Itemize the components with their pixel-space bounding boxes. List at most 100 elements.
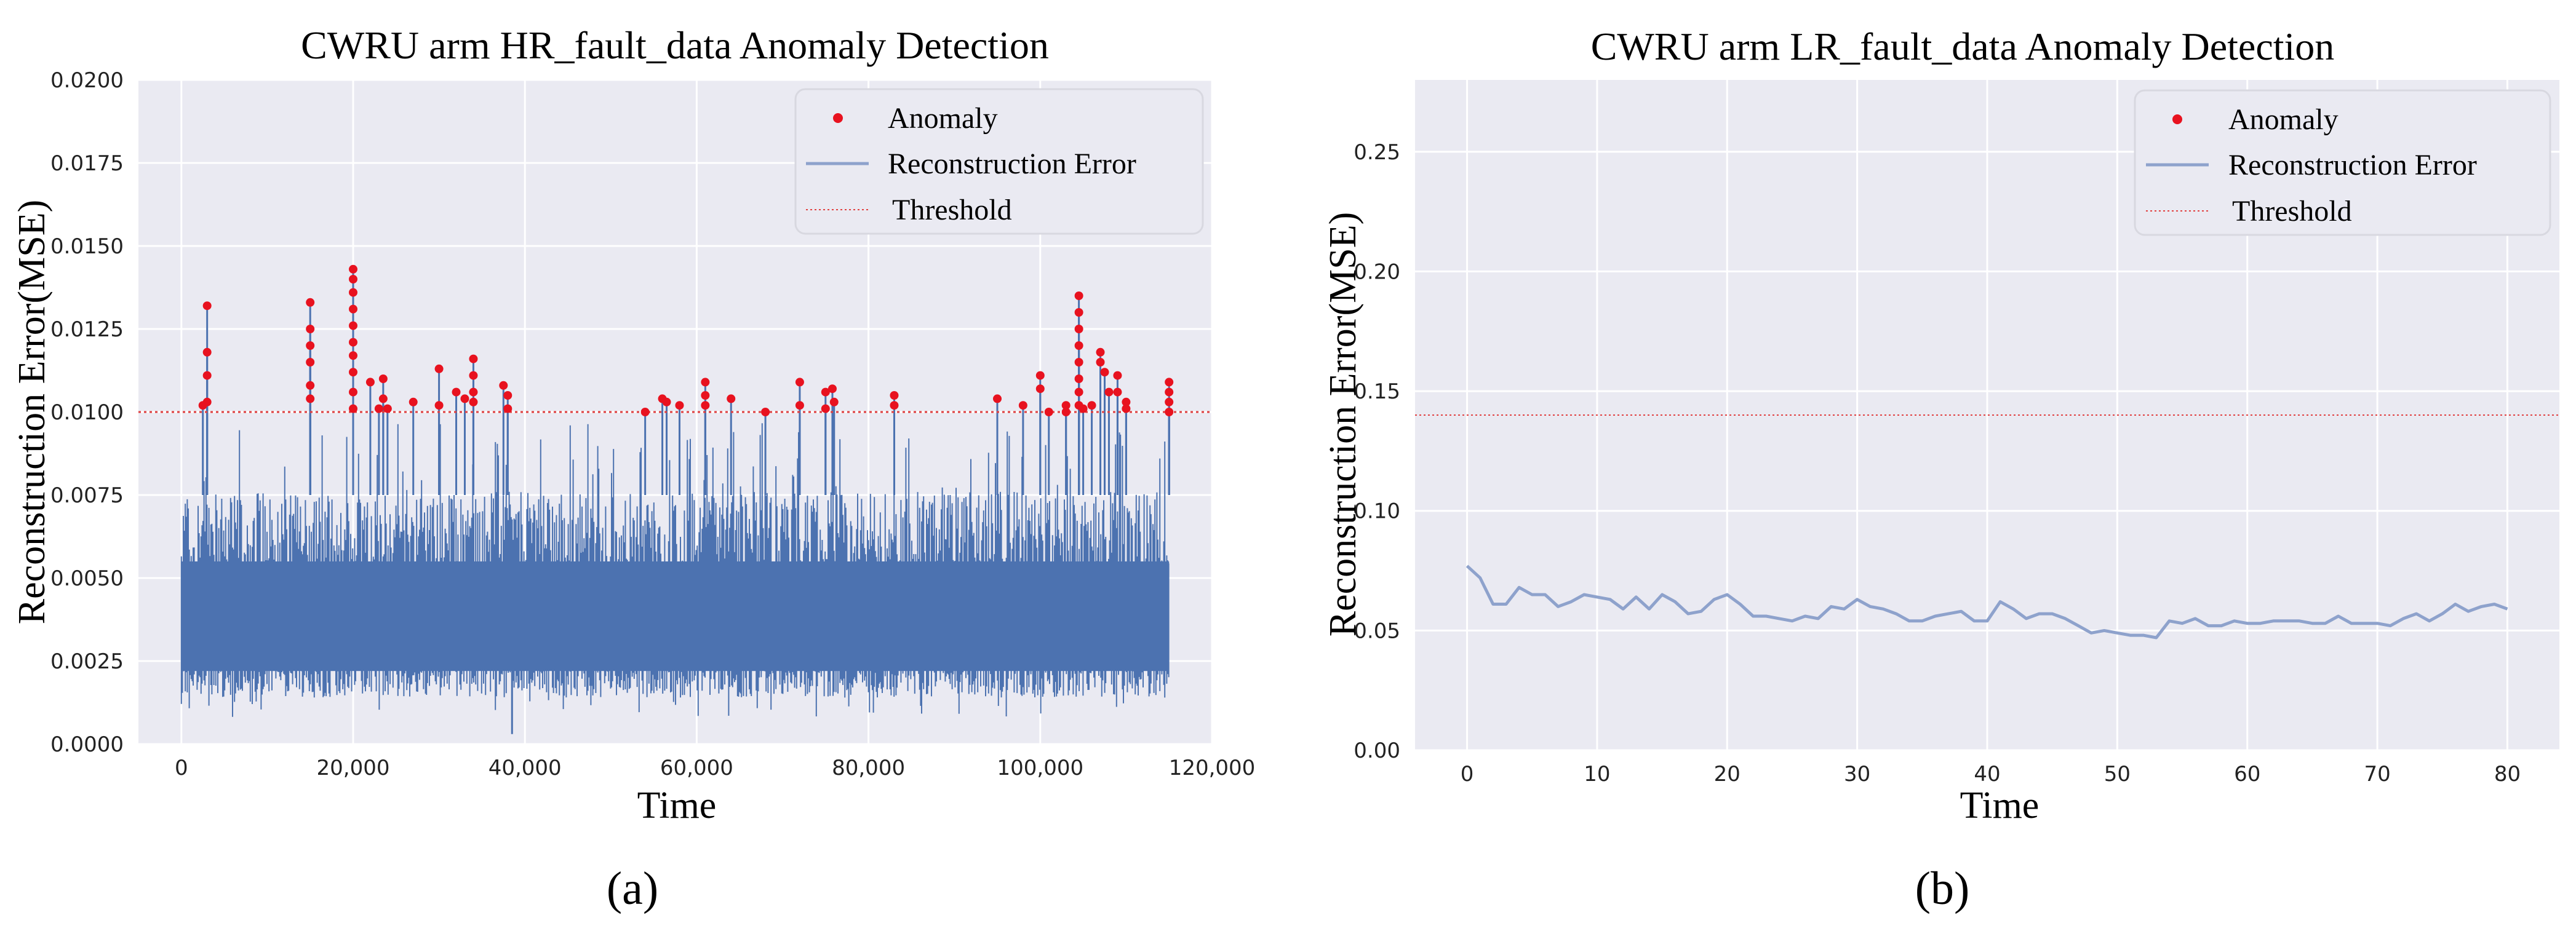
anomaly-point [499,381,508,390]
anomaly-point [1074,341,1083,350]
anomaly-point [469,371,478,380]
anomaly-point [829,397,839,406]
x-tick-label: 60,000 [660,756,733,780]
error-spikes [180,423,1170,717]
chart-a: 0.0000 0.0025 0.0050 0.0075 0.0100 0.0125 0.01… [11,23,1255,914]
anomaly-point [1074,387,1083,397]
anomaly-point [365,378,375,387]
anomaly-point [1113,387,1122,397]
anomaly-point [349,321,357,330]
anomaly-point [1079,404,1088,413]
anomaly-point [1087,401,1096,410]
x-axis-label-a: Time [637,785,717,826]
anomaly-point [1074,374,1083,383]
anomaly-point [452,387,461,397]
anomaly-point [701,391,710,400]
anomaly-point [821,387,830,397]
legend-anomaly-marker-b [2172,114,2182,124]
x-tick-label: 40,000 [488,756,562,780]
legend-error-label-a: Reconstruction Error [888,148,1136,180]
y-axis-label-a: Reconstruction Error(MSE) [11,200,53,624]
x-tick-label: 20,000 [317,756,390,780]
anomaly-point [890,401,899,410]
y-tick-label: 0.0000 [50,732,124,757]
anomaly-point [202,301,212,311]
y-tick-label: 0.0175 [50,151,124,176]
anomaly-point [349,404,357,413]
x-tick-label: 0 [1461,762,1474,786]
anomaly-point [1122,397,1131,406]
x-axis-label-b: Time [1960,785,2040,826]
panel-label-a: (a) [607,863,658,914]
y-tick-label: 0.0050 [50,566,124,591]
x-tick-label: 0 [175,756,188,780]
anomaly-point [503,391,512,400]
anomaly-point [378,374,388,383]
anomaly-point [198,401,207,410]
anomaly-point [349,351,357,360]
legend-anomaly-label-b: Anomaly [2228,103,2339,136]
y-tick-label: 0.15 [1354,379,1400,404]
chart-title-a: CWRU arm HR_fault_data Anomaly Detection [301,23,1049,67]
x-tick-labels-a: 0 20,000 40,000 60,000 80,000 100,000 120,000 [175,756,1255,780]
y-tick-label: 0.25 [1354,140,1400,165]
y-tick-label: 0.00 [1354,739,1400,763]
anomaly-point [469,397,478,406]
anomaly-point [503,404,512,413]
anomaly-point [306,394,315,403]
series-reconstruction-error-b [1465,565,2508,640]
y-tick-labels-b: 0.00 0.05 0.10 0.15 0.20 0.25 [1354,140,1400,763]
legend-threshold-label-a: Threshold [892,194,1012,226]
anomaly-point [469,387,478,397]
anomaly-point [349,275,357,283]
y-tick-label: 0.05 [1354,619,1400,643]
anomaly-point [675,401,684,410]
anomaly-point [1113,371,1122,380]
y-tick-label: 0.0025 [50,649,124,674]
anomaly-point [306,381,315,390]
anomaly-point [1096,358,1105,366]
y-tick-label: 0.20 [1354,259,1400,284]
anomaly-point [1096,347,1105,357]
x-tick-label: 20 [1714,762,1741,786]
x-tick-label: 40 [1974,762,2000,786]
anomaly-point [202,347,212,357]
panel-label-b: (b) [1915,863,1970,914]
anomaly-point [795,378,804,387]
anomaly-point [349,264,357,274]
anomaly-point [306,298,315,307]
anomaly-point [434,364,444,373]
anomaly-point [1165,387,1174,397]
anomaly-point [434,401,444,410]
anomaly-points-a [198,264,1174,416]
x-tick-labels-b: 0 10 20 30 40 50 60 70 80 [1461,762,2521,786]
anomaly-point [349,288,357,297]
y-tick-label: 0.0075 [50,483,124,508]
anomaly-point [821,404,830,413]
anomaly-point [1074,358,1083,366]
anomaly-point [306,325,315,333]
anomaly-point [701,378,710,387]
anomaly-point [1165,378,1174,387]
anomaly-point [727,394,736,403]
anomaly-point [1074,325,1083,333]
legend-anomaly-marker-a [833,113,843,123]
x-tick-label: 120,000 [1169,756,1256,780]
y-tick-label: 0.0100 [50,400,124,425]
y-tick-labels-a: 0.0000 0.0025 0.0050 0.0075 0.0100 0.0125 0.01… [50,68,124,757]
anomaly-point [349,387,357,397]
y-tick-label: 0.0150 [50,234,124,259]
anomaly-point [701,401,710,410]
anomaly-point [306,341,315,350]
anomaly-point [1061,401,1071,410]
y-tick-label: 0.10 [1354,499,1400,524]
anomaly-point [469,354,478,363]
anomaly-point [1018,401,1027,410]
anomaly-point [1074,291,1083,300]
legend-b: Anomaly Reconstruction Error Threshold [2134,89,2551,236]
anomaly-point [1035,371,1045,380]
anomaly-point [409,397,418,406]
legend-error-label-b: Reconstruction Error [2228,149,2477,181]
anomaly-point [202,371,212,380]
x-tick-label: 70 [2364,762,2390,786]
